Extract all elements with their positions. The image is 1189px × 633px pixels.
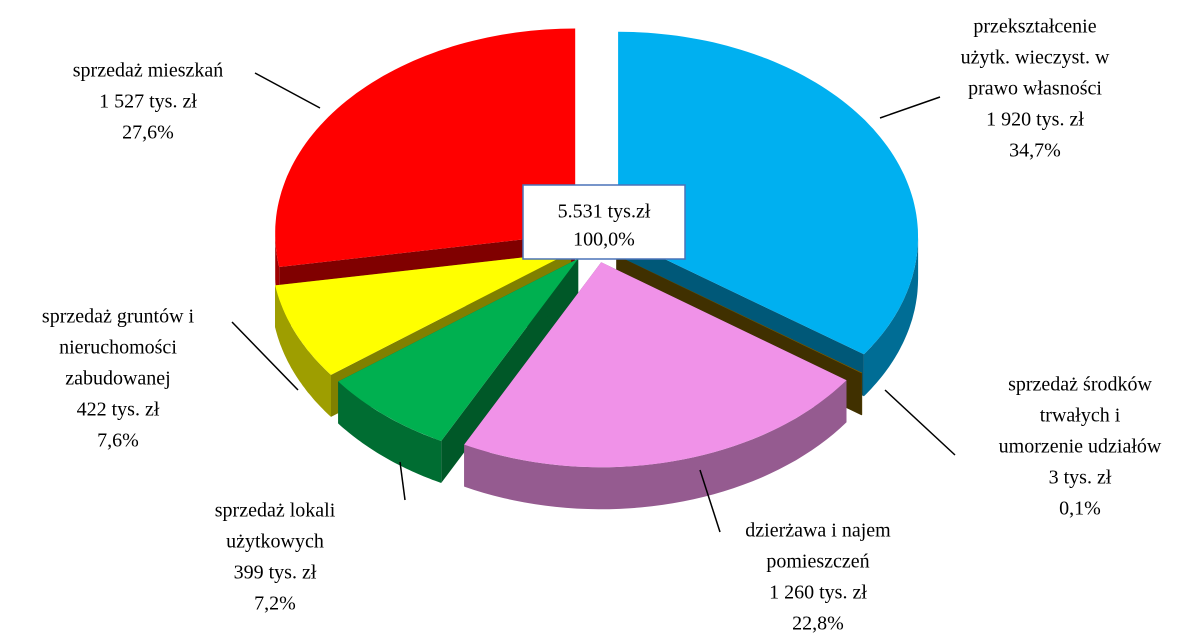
category-label: prawo własności <box>968 78 1102 100</box>
category-label: trwałych i <box>1040 405 1121 427</box>
slice-side <box>338 381 442 483</box>
slice-side <box>861 372 863 416</box>
percent-label: 7,2% <box>254 593 296 615</box>
percent-label: 0,1% <box>1059 498 1101 520</box>
total-percent-label: 100,0% <box>573 229 635 251</box>
category-label: użytkowych <box>226 531 324 553</box>
percent-label: 34,7% <box>1009 140 1061 162</box>
percent-label: 22,8% <box>792 613 844 633</box>
category-label: umorzenie udziałów <box>999 436 1162 458</box>
category-label: sprzedaż gruntów i <box>42 306 195 328</box>
slice-side <box>863 236 919 397</box>
value-label: 1 260 tys. zł <box>769 582 867 604</box>
value-label: 399 tys. zł <box>234 562 317 584</box>
leader-line <box>254 72 321 109</box>
category-label: pomieszczeń <box>766 551 869 573</box>
leader-lines <box>231 72 956 533</box>
category-label: przekształcenie <box>973 16 1096 38</box>
leader-line <box>699 469 721 533</box>
slice-top <box>275 252 572 375</box>
slice <box>338 258 579 483</box>
slice-top <box>464 262 847 468</box>
category-label: nieruchomości <box>59 337 177 359</box>
slice-top <box>275 28 576 267</box>
category-label: sprzedaż lokali <box>215 500 336 522</box>
percent-label: 27,6% <box>122 122 174 144</box>
total-box <box>522 184 686 260</box>
slice-side <box>464 380 847 510</box>
category-label: sprzedaż środków <box>1008 374 1152 396</box>
category-label: zabudowanej <box>65 368 171 390</box>
leader-line <box>399 461 406 501</box>
leader-line <box>879 96 941 119</box>
percent-label: 7,6% <box>97 430 139 452</box>
labels: przekształcenie użytk. wieczyst. w prawo w… <box>42 16 1162 633</box>
value-label: 1 920 tys. zł <box>986 109 1084 131</box>
value-label: 422 tys. zł <box>77 399 160 421</box>
category-label: sprzedaż mieszkań <box>73 60 223 82</box>
slice-top <box>338 258 579 441</box>
category-label: użytk. wieczyst. w <box>961 47 1110 69</box>
leader-line <box>884 389 956 456</box>
slice <box>464 262 847 510</box>
value-label: 3 tys. zł <box>1049 467 1112 489</box>
slice-top <box>616 255 863 374</box>
pie <box>275 28 919 510</box>
category-label: dzierżawa i najem <box>745 520 891 542</box>
slice-side <box>275 285 331 417</box>
value-label: 1 527 tys. zł <box>99 91 197 113</box>
total-label: 5.531 tys.zł <box>558 201 651 223</box>
slice-top <box>618 31 918 355</box>
leader-line <box>231 321 299 391</box>
